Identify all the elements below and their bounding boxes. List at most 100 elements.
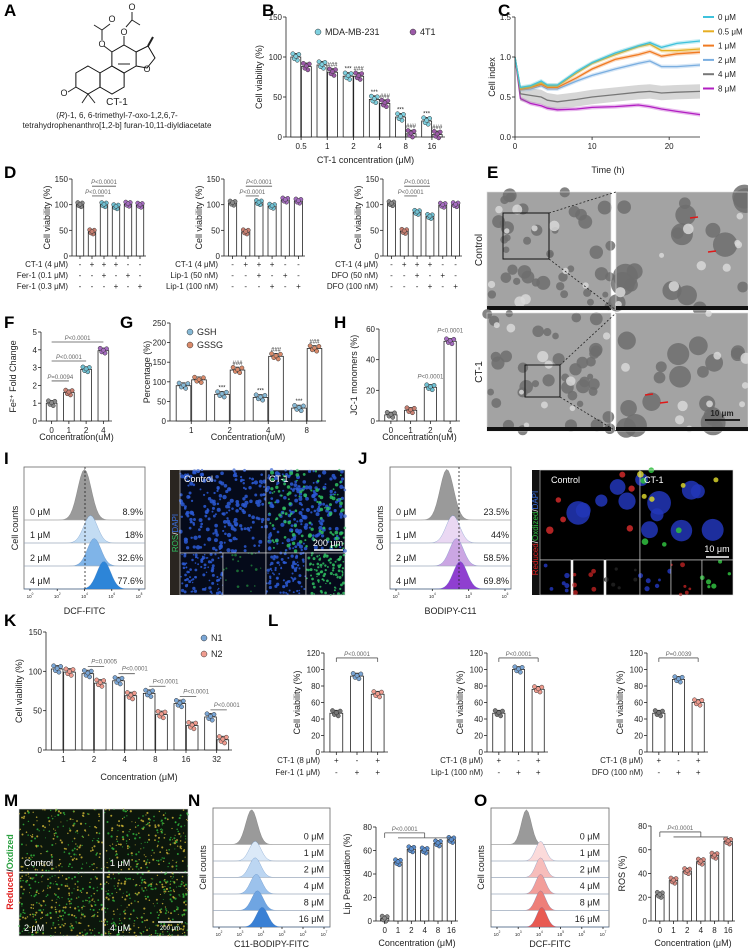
tem-image — [615, 310, 748, 438]
p-value: <0.0001 — [218, 703, 241, 709]
data-point — [176, 380, 182, 386]
condition-row-label: CT-1 (4 μM) — [335, 260, 378, 269]
cell — [531, 225, 538, 232]
p-value: <0.0001 — [510, 652, 533, 658]
cell — [128, 846, 131, 848]
condition-sign: - — [390, 282, 393, 291]
cell — [618, 492, 636, 510]
y-tick-label: 80 — [311, 682, 320, 691]
p-value: <0.0001 — [60, 355, 83, 361]
cell — [192, 471, 196, 475]
cell — [94, 876, 97, 878]
cell — [339, 480, 342, 484]
y-tick-label: 0 — [38, 746, 43, 755]
cell — [169, 880, 172, 883]
cell — [150, 888, 153, 890]
cell — [183, 552, 187, 556]
data-point — [316, 344, 322, 349]
cell — [80, 867, 83, 870]
cell — [120, 905, 122, 907]
cell — [190, 590, 193, 593]
ring — [111, 44, 137, 74]
condition-sign: + — [270, 260, 275, 269]
cell — [100, 903, 103, 906]
cell — [105, 896, 108, 899]
cell — [52, 828, 55, 830]
bar — [512, 669, 525, 753]
cell — [116, 853, 118, 856]
x-tick-label: 105 — [279, 930, 286, 937]
cell — [583, 288, 592, 297]
cell — [164, 812, 167, 814]
data-point — [405, 128, 411, 133]
cell — [20, 865, 23, 868]
cell — [208, 579, 211, 582]
cell — [185, 893, 188, 896]
cell — [160, 922, 162, 925]
y-tick-label: 100 — [470, 666, 484, 675]
cell — [170, 836, 172, 839]
cell — [55, 911, 58, 914]
condition-sign: + — [536, 756, 541, 765]
data-point — [131, 690, 137, 696]
furan-ring — [135, 45, 156, 69]
cell — [286, 538, 291, 543]
cell — [329, 511, 333, 516]
cell — [63, 911, 66, 914]
cell — [253, 585, 256, 587]
x-tick-label: 8 — [712, 926, 717, 935]
cell — [168, 853, 170, 855]
cell — [172, 896, 175, 898]
data-point — [382, 100, 388, 106]
p-symbol: P — [667, 826, 671, 832]
bar — [173, 703, 187, 751]
cell — [210, 569, 215, 573]
bar — [124, 695, 138, 751]
data-point — [424, 382, 430, 388]
image-background — [671, 560, 702, 595]
data-point — [77, 201, 83, 207]
oxygen-atom: O — [128, 2, 135, 12]
cell — [633, 568, 637, 572]
cell — [267, 474, 271, 477]
cell — [141, 878, 144, 881]
cell — [661, 542, 667, 547]
cell — [180, 588, 185, 593]
data-point — [88, 668, 94, 674]
cell — [49, 911, 52, 915]
y-tick-label: 0 — [216, 252, 221, 261]
cell — [33, 895, 36, 898]
cell — [194, 562, 197, 564]
cell — [342, 536, 345, 539]
cell — [112, 873, 114, 875]
cell — [304, 523, 309, 527]
panel-letter-J: J — [358, 449, 367, 468]
legend-label: MDA-MB-231 — [325, 27, 380, 37]
tick-base: 10 — [321, 932, 327, 937]
cell — [90, 932, 92, 934]
cell — [71, 892, 73, 894]
cell — [132, 909, 135, 912]
cell — [171, 928, 173, 931]
cell — [291, 541, 296, 546]
cell — [301, 508, 304, 511]
tick-exponent: 5 — [562, 930, 564, 934]
cell — [54, 815, 56, 817]
data-point — [345, 73, 351, 78]
cell — [75, 843, 77, 845]
cell — [316, 555, 319, 558]
cell — [734, 239, 741, 247]
cell — [612, 263, 638, 289]
cell — [157, 840, 160, 843]
cell — [283, 561, 286, 565]
series-line — [514, 56, 701, 91]
cell — [226, 517, 229, 520]
cell — [741, 382, 748, 389]
cell — [329, 489, 333, 494]
cell — [572, 572, 577, 577]
cell — [106, 862, 108, 864]
cell — [239, 555, 242, 559]
cell — [176, 923, 179, 926]
cell — [122, 892, 124, 894]
y-axis-label: Percentage (%) — [142, 341, 152, 404]
